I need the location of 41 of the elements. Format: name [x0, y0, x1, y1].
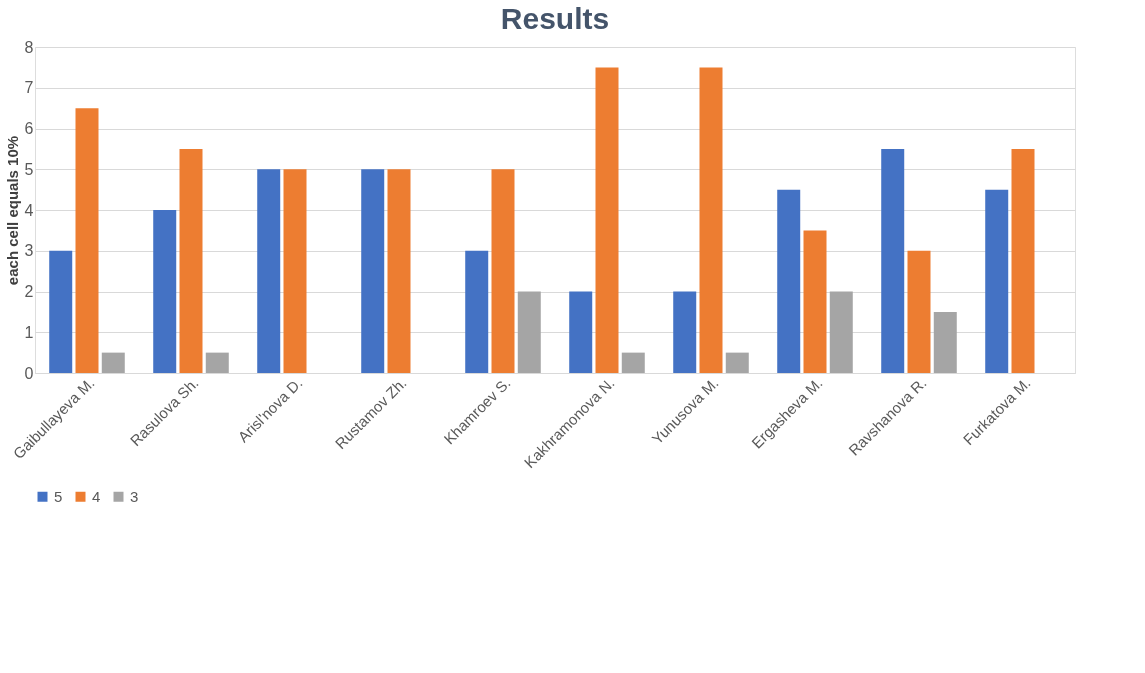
y-axis-title: each cell equals 10%	[3, 135, 21, 286]
bar	[881, 148, 905, 373]
y-tick-label: 6	[24, 120, 34, 137]
bar	[491, 169, 515, 373]
legend-label: 3	[130, 487, 139, 505]
bar	[179, 148, 203, 373]
bar	[985, 189, 1009, 373]
bar	[517, 291, 541, 373]
bar	[777, 189, 801, 373]
chart-title: Results	[500, 2, 610, 35]
bar	[621, 352, 645, 373]
bar	[595, 67, 619, 373]
bar	[569, 291, 593, 373]
y-tick-label: 3	[24, 242, 34, 260]
bar	[257, 169, 281, 373]
bar	[49, 250, 73, 373]
y-tick-label: 1	[24, 323, 34, 341]
y-tick-label: 4	[24, 201, 34, 219]
bar	[153, 210, 177, 373]
legend-label: 5	[54, 487, 63, 505]
bar	[205, 352, 229, 373]
y-tick-label: 2	[24, 283, 34, 300]
bar	[387, 169, 411, 373]
y-tick-label: 7	[24, 79, 34, 97]
bar	[361, 169, 385, 373]
legend-label: 4	[92, 487, 101, 505]
bar	[907, 250, 931, 373]
bar	[699, 67, 723, 373]
bar	[829, 291, 853, 373]
bar	[465, 250, 489, 373]
bar	[933, 311, 957, 373]
bar	[673, 291, 697, 373]
bar	[75, 108, 99, 373]
bar	[283, 169, 307, 373]
bar	[1011, 148, 1035, 373]
bar	[101, 352, 125, 373]
y-tick-label: 5	[24, 160, 34, 178]
bar	[803, 230, 827, 373]
y-tick-label: 8	[24, 38, 34, 56]
y-tick-label: 0	[24, 364, 34, 382]
bar	[725, 352, 749, 373]
